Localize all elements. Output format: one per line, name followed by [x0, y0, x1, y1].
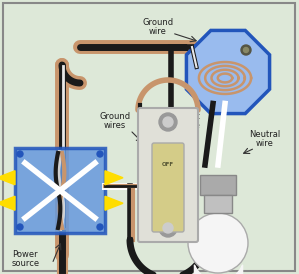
Text: Hot: Hot	[184, 112, 199, 121]
Circle shape	[188, 213, 248, 273]
Polygon shape	[105, 196, 123, 210]
Polygon shape	[186, 30, 270, 114]
Polygon shape	[105, 171, 123, 185]
Text: wire: wire	[256, 139, 274, 148]
FancyBboxPatch shape	[3, 3, 295, 271]
Text: Power: Power	[12, 250, 38, 259]
Text: Hot: Hot	[228, 232, 243, 241]
FancyBboxPatch shape	[152, 143, 184, 232]
Text: wire: wire	[183, 121, 201, 130]
Circle shape	[159, 219, 177, 237]
Text: OFF: OFF	[162, 162, 174, 167]
Polygon shape	[0, 171, 15, 185]
Circle shape	[159, 113, 177, 131]
Circle shape	[241, 45, 251, 55]
Circle shape	[97, 151, 103, 157]
FancyBboxPatch shape	[204, 195, 232, 213]
Text: wire: wire	[149, 27, 167, 36]
FancyBboxPatch shape	[138, 108, 198, 242]
Circle shape	[17, 151, 23, 157]
Text: Ground: Ground	[142, 18, 173, 27]
Text: source: source	[12, 259, 40, 268]
Circle shape	[17, 224, 23, 230]
Text: Ground: Ground	[100, 112, 131, 121]
Circle shape	[97, 224, 103, 230]
FancyBboxPatch shape	[200, 175, 236, 195]
Polygon shape	[0, 196, 15, 210]
Circle shape	[163, 117, 173, 127]
Text: Neutral: Neutral	[249, 130, 281, 139]
Circle shape	[243, 47, 248, 53]
Text: wires: wires	[104, 121, 126, 130]
FancyBboxPatch shape	[15, 148, 105, 233]
Circle shape	[163, 223, 173, 233]
Text: wire: wire	[228, 241, 246, 250]
